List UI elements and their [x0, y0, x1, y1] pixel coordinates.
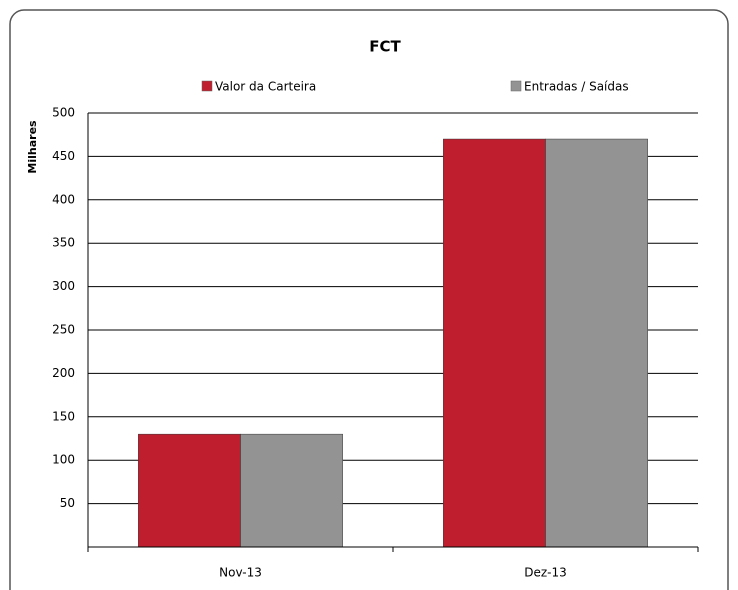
bar: [240, 433, 343, 548]
y-axis-label: Milhares: [26, 120, 39, 174]
legend-label: Entradas / Saídas: [524, 80, 629, 94]
legend-swatch: [201, 80, 213, 92]
y-tick-label: 50: [60, 496, 75, 510]
y-tick-label: 400: [52, 192, 75, 206]
y-tick-label: 350: [52, 236, 75, 250]
y-tick-label: 250: [52, 323, 75, 337]
legend-swatch: [510, 80, 522, 92]
y-tick-label: 200: [52, 366, 75, 380]
bar: [545, 138, 648, 548]
chart-title: FCT: [369, 38, 401, 56]
y-tick-label: 450: [52, 149, 75, 163]
y-tick-label: 500: [52, 106, 75, 120]
legend-label: Valor da Carteira: [215, 80, 316, 94]
bar: [443, 138, 546, 548]
x-tick-label: Nov-13: [219, 566, 262, 580]
y-tick-label: 300: [52, 279, 75, 293]
y-tick-label: 100: [52, 453, 75, 467]
bar: [138, 433, 241, 548]
x-tick-label: Dez-13: [524, 566, 567, 580]
y-tick-label: 150: [52, 409, 75, 423]
